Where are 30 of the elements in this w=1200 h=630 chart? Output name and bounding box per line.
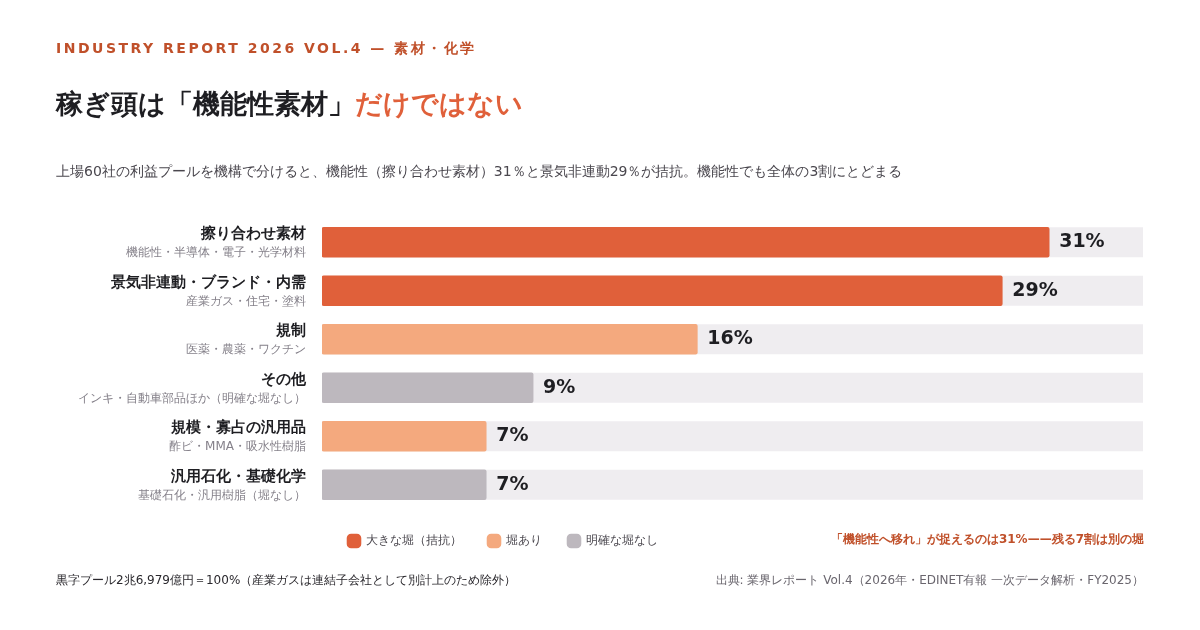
y-tick-label: その他 bbox=[261, 369, 307, 388]
data-label: 29% bbox=[1012, 277, 1058, 300]
chart-title: 稼ぎ頭は「機能性素材」だけではない bbox=[56, 88, 523, 119]
text: 機能性・半導体・電子・光学材料 bbox=[126, 245, 306, 260]
text: 基礎石化・汎用樹脂（堀なし） bbox=[138, 487, 306, 502]
text: 酢ビ・MMA・吸水性樹脂 bbox=[169, 439, 306, 454]
bar bbox=[322, 372, 534, 404]
text: 産業ガス・住宅・塗料 bbox=[186, 293, 306, 308]
text: 医薬・農薬・ワクチン bbox=[186, 342, 306, 357]
data-label: 9% bbox=[543, 374, 576, 397]
text: INDUSTRY REPORT 2026 VOL.4 — 素材・化学 bbox=[56, 40, 477, 58]
y-tick-label: 擦り合わせ素材 bbox=[200, 224, 306, 243]
bar bbox=[322, 420, 487, 452]
data-label: 31% bbox=[1059, 229, 1105, 252]
legend-label: 明確な堀なし bbox=[586, 533, 658, 548]
bar bbox=[322, 469, 487, 501]
chart-subtitle: 上場60社の利益プールを機構で分けると、機能性（擦り合わせ素材）31％と景気非連動29％が拮抗。機能性でも全体の3割にとどまる bbox=[56, 163, 903, 181]
data-label: 7% bbox=[496, 423, 529, 446]
y-tick-label: 景気非連動・ブランド・内需 bbox=[110, 272, 306, 291]
text: インキ・自動車部品ほか（明確な堀なし） bbox=[78, 390, 306, 405]
y-tick-label: 汎用石化・基礎化学 bbox=[170, 466, 306, 485]
source-note: 出典: 業界レポート Vol.4（2026年・EDINET有報 一次データ解析・FY2025） bbox=[715, 572, 1144, 589]
y-tick-label: 規制 bbox=[275, 321, 306, 340]
legend-label: 大きな堀（拮抗） bbox=[366, 533, 462, 548]
data-label: 16% bbox=[707, 326, 753, 349]
text: 黒字プール2兆6,979億円＝100%（産業ガスは連結子会社として別計上のため除外） bbox=[56, 572, 517, 589]
legend-label: 堀あり bbox=[505, 533, 542, 548]
text: 「機能性へ移れ」が捉えるのは31%——残る7割は別の堀 bbox=[830, 531, 1144, 548]
data-label: 7% bbox=[496, 471, 529, 494]
y-tick-label: 規模・寡占の汎用品 bbox=[170, 418, 306, 437]
